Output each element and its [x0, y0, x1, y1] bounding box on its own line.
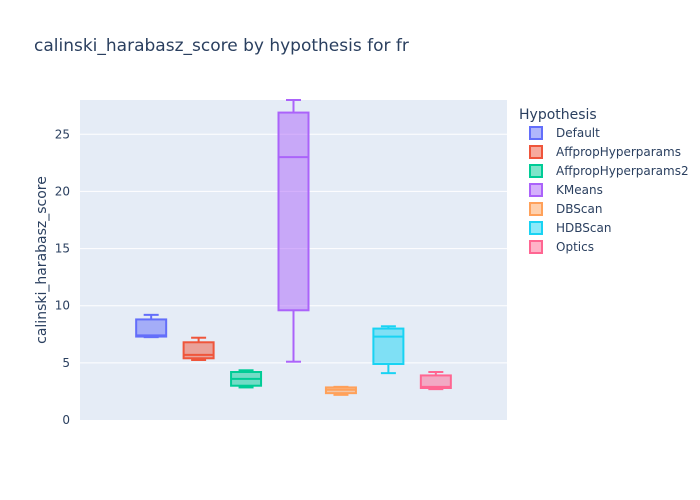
legend-label: AffpropHyperparams2 — [556, 164, 689, 178]
box-optics — [419, 371, 452, 391]
legend-swatch — [529, 240, 543, 254]
box-affprophyperparams2 — [230, 369, 263, 389]
legend-label: Default — [556, 126, 600, 140]
y-tick-label: 5 — [62, 356, 70, 370]
box-series — [135, 99, 452, 396]
legend-label: DBScan — [556, 202, 602, 216]
y-axis-title: calinski_harabasz_score — [34, 176, 50, 344]
box-dbscan — [324, 385, 357, 396]
legend-item-affprophyperparams[interactable]: AffpropHyperparams — [529, 145, 681, 159]
legend-swatch — [529, 202, 543, 216]
legend-label: HDBScan — [556, 221, 611, 235]
box-iqr — [372, 327, 405, 366]
chart-title: calinski_harabasz_score by hypothesis fo… — [34, 36, 409, 56]
legend-label: KMeans — [556, 183, 603, 197]
legend-label: Optics — [556, 240, 594, 254]
legend-item-affprophyperparams2[interactable]: AffpropHyperparams2 — [529, 164, 689, 178]
legend-item-kmeans[interactable]: KMeans — [529, 183, 603, 197]
legend-item-hdbscan[interactable]: HDBScan — [529, 221, 611, 235]
legend-item-optics[interactable]: Optics — [529, 240, 594, 254]
y-tick-label: 0 — [62, 413, 70, 427]
box-affprophyperparams — [182, 336, 215, 361]
box-kmeans — [277, 99, 310, 363]
legend-item-default[interactable]: Default — [529, 126, 600, 140]
legend-swatch — [529, 183, 543, 197]
box-iqr — [135, 318, 168, 338]
legend: Hypothesis Default AffpropHyperparams Affp… — [519, 107, 689, 254]
legend-label: AffpropHyperparams — [556, 145, 681, 159]
y-tick-label: 20 — [55, 184, 70, 198]
legend-swatch — [529, 221, 543, 235]
y-tick-label: 15 — [55, 242, 70, 256]
legend-swatch — [529, 164, 543, 178]
box-iqr — [182, 341, 215, 360]
legend-swatch — [529, 145, 543, 159]
legend-title: Hypothesis — [519, 107, 597, 123]
box-iqr — [277, 111, 310, 312]
legend-swatch — [529, 126, 543, 140]
y-axis-ticks: 0 5 10 15 20 25 — [55, 127, 70, 427]
y-tick-label: 25 — [55, 127, 70, 141]
box-default — [135, 313, 168, 339]
box-iqr — [419, 374, 452, 389]
box-hdbscan — [372, 325, 405, 375]
legend-items: Default AffpropHyperparams AffpropHyperpar… — [529, 126, 689, 254]
legend-item-dbscan[interactable]: DBScan — [529, 202, 602, 216]
y-tick-label: 10 — [55, 299, 70, 313]
